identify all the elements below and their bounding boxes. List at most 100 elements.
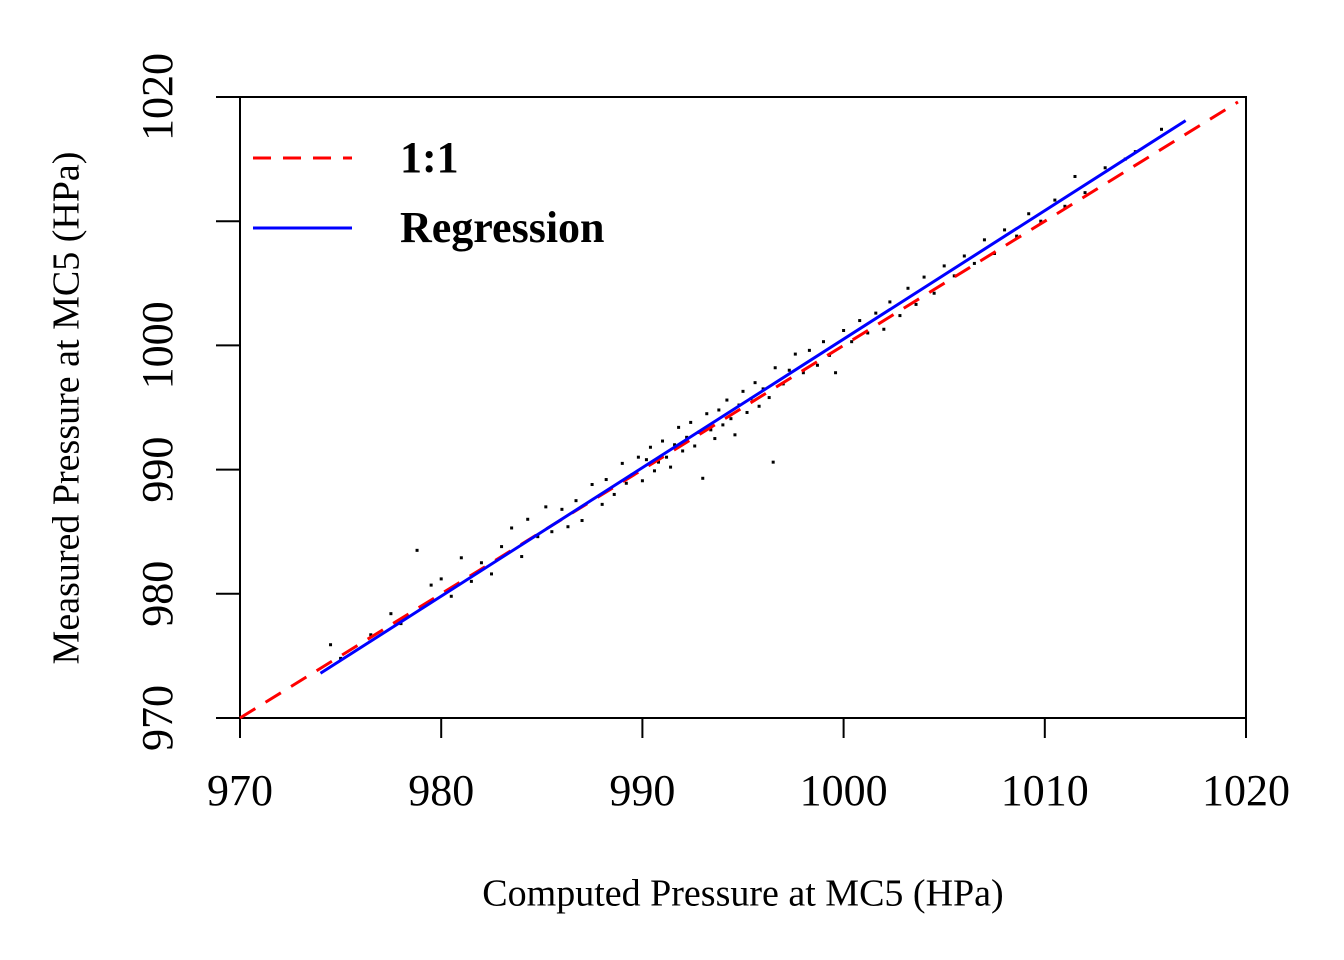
point [652, 469, 656, 473]
point [329, 643, 333, 647]
point [721, 423, 725, 427]
point [842, 328, 846, 332]
point [1103, 166, 1107, 170]
legend-label: 1:1 [400, 133, 459, 182]
point [1039, 219, 1043, 223]
point [801, 371, 805, 375]
x-axis-title: Computed Pressure at MC5 (HPa) [482, 873, 1003, 915]
point [1003, 228, 1007, 232]
point [389, 612, 393, 616]
point [640, 479, 644, 483]
point [745, 410, 749, 414]
point [685, 435, 689, 439]
point [1015, 234, 1019, 238]
point [1083, 191, 1087, 195]
point [815, 363, 819, 367]
point [469, 579, 473, 583]
point [560, 507, 564, 511]
point [713, 437, 717, 441]
x-tick-label: 1010 [1001, 766, 1089, 815]
point [1073, 174, 1077, 178]
point [866, 331, 870, 335]
point [673, 443, 677, 447]
x-tick-label: 1000 [800, 766, 888, 815]
point [741, 389, 745, 393]
point [906, 286, 910, 290]
point [757, 404, 761, 408]
point [656, 460, 660, 464]
point [574, 499, 578, 503]
point [369, 633, 373, 637]
point [510, 526, 514, 530]
plot-frame [239, 96, 1247, 719]
point [566, 525, 570, 529]
x-tick-label: 980 [408, 766, 474, 815]
point [1159, 127, 1163, 131]
point [620, 461, 624, 465]
y-axis-title: Measured Pressure at MC5 (HPa) [46, 152, 88, 665]
point [612, 492, 616, 496]
y-tick-label: 970 [133, 685, 182, 751]
point [590, 483, 594, 487]
y-tick-label: 990 [133, 437, 182, 503]
x-tick-label: 1020 [1202, 766, 1290, 815]
point [717, 408, 721, 412]
point [942, 264, 946, 268]
point [580, 519, 584, 523]
point [449, 594, 453, 598]
point [701, 476, 705, 480]
point [1027, 212, 1031, 216]
y-tick-label: 1020 [133, 53, 182, 141]
point [661, 439, 665, 443]
point [753, 381, 757, 385]
point [914, 302, 918, 306]
point [415, 548, 419, 552]
point [1053, 198, 1057, 202]
point [932, 291, 936, 295]
point [725, 398, 729, 402]
point [821, 340, 825, 344]
point [858, 319, 862, 323]
point [962, 254, 966, 258]
point [677, 425, 681, 429]
point [490, 572, 493, 576]
point [439, 577, 443, 581]
point [665, 455, 669, 459]
point [709, 428, 713, 432]
point [729, 417, 733, 421]
point [982, 238, 986, 242]
point [972, 261, 976, 265]
point [536, 535, 540, 539]
point [500, 545, 504, 549]
point [898, 314, 902, 318]
point [429, 583, 433, 587]
point [733, 433, 737, 437]
x-tick-label: 990 [609, 766, 675, 815]
point [550, 530, 554, 534]
point [793, 352, 797, 356]
point [459, 556, 463, 560]
point [544, 505, 548, 509]
line [239, 100, 1239, 720]
point [636, 455, 640, 459]
point [834, 371, 838, 375]
point [705, 412, 709, 416]
point [526, 517, 530, 521]
point [624, 481, 628, 485]
y-tick-label: 980 [133, 561, 182, 627]
point [644, 458, 648, 462]
point [1063, 204, 1067, 208]
point [669, 465, 673, 469]
point [693, 444, 697, 448]
point [787, 368, 791, 372]
point [767, 396, 771, 400]
point [771, 460, 775, 464]
point [604, 478, 608, 482]
line [319, 119, 1187, 675]
point [874, 311, 878, 315]
legend-label: Regression [400, 203, 605, 252]
point [922, 275, 926, 279]
point [681, 449, 685, 453]
